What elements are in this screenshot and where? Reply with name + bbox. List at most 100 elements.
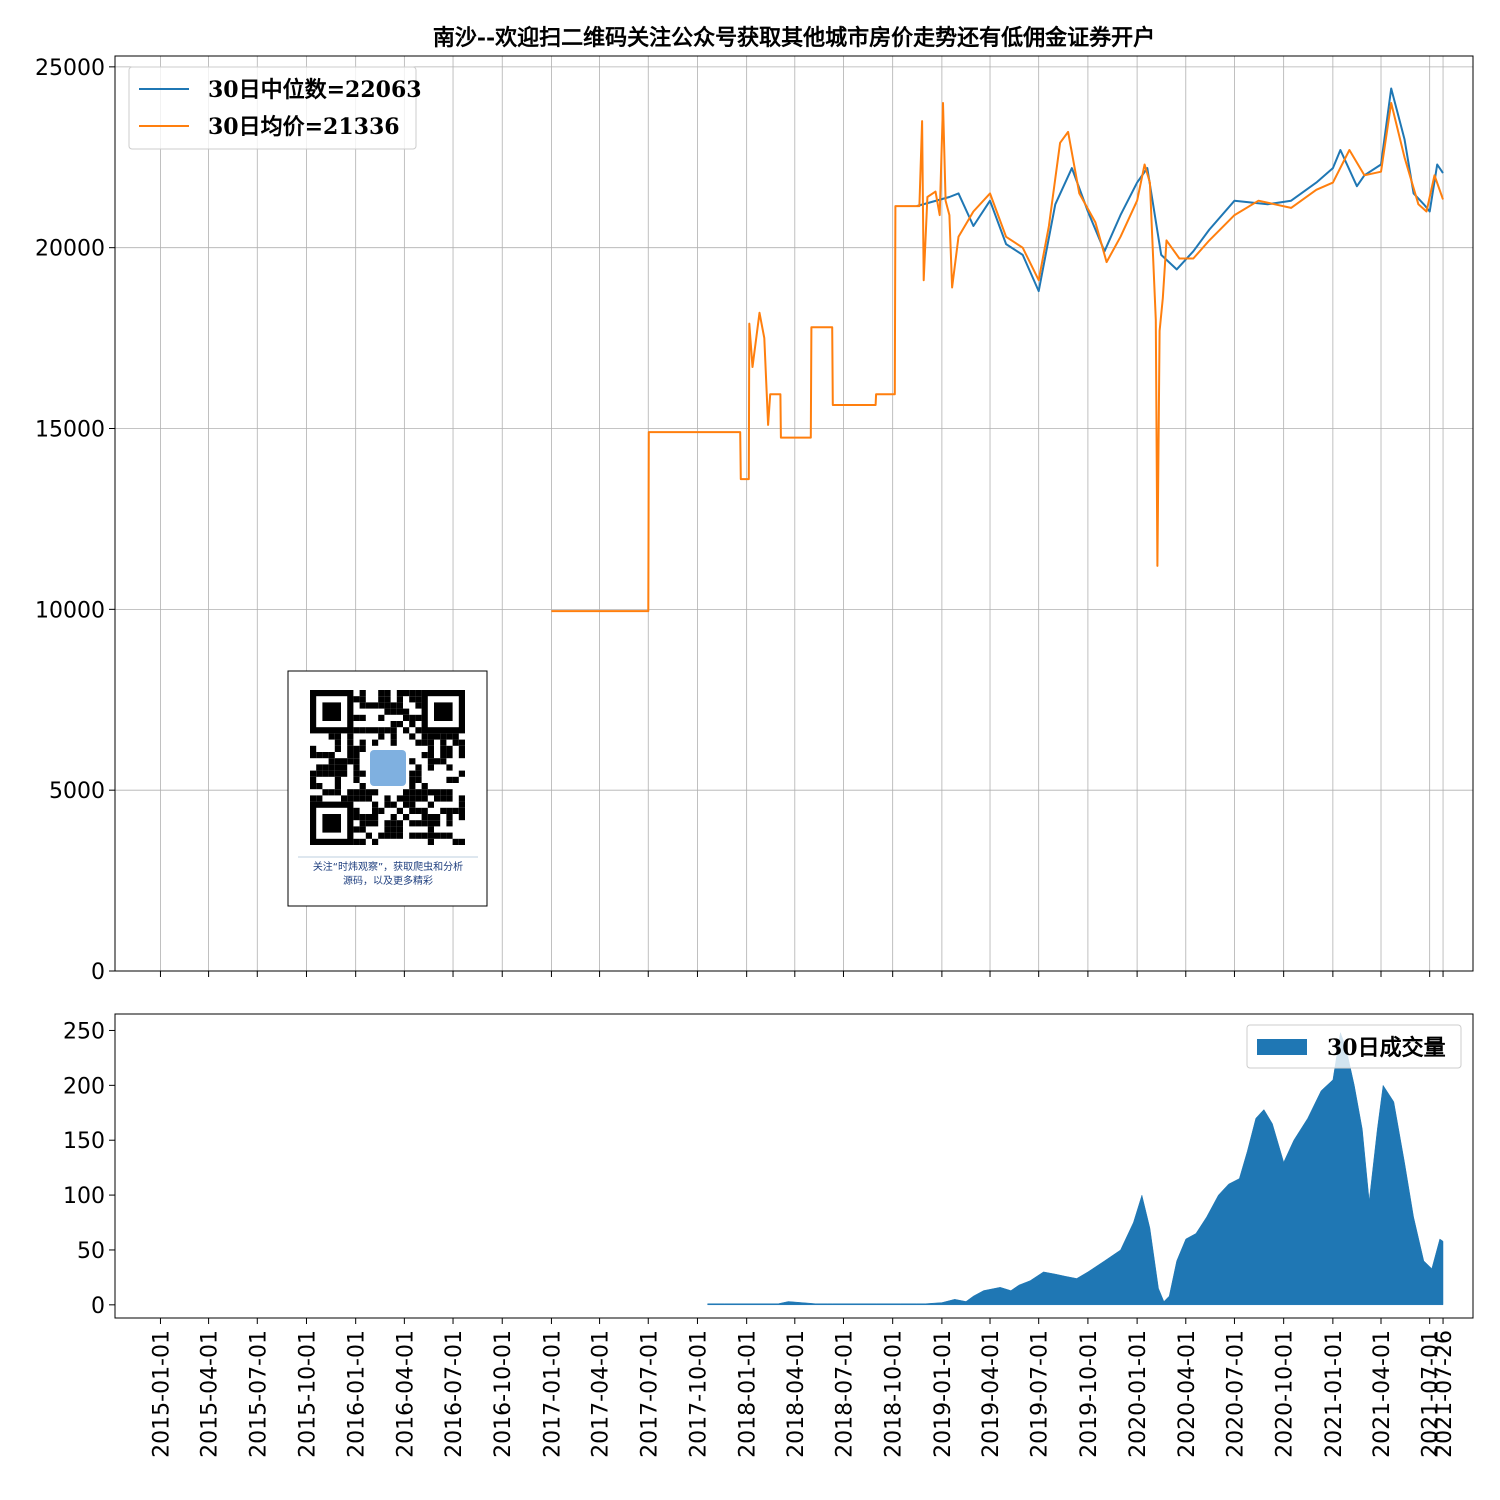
qr-module <box>365 814 372 821</box>
qr-module <box>353 714 360 721</box>
qr-module <box>328 758 335 765</box>
qr-module <box>440 795 447 802</box>
volume-x-tick-label: 2015-07-01 <box>246 1330 271 1458</box>
qr-module <box>359 826 366 833</box>
qr-module <box>415 807 422 814</box>
qr-module <box>409 714 416 721</box>
qr-module <box>365 832 372 839</box>
qr-module <box>403 795 410 802</box>
qr-module <box>372 739 379 746</box>
volume-area <box>707 1031 1444 1306</box>
qr-module <box>390 733 397 740</box>
qr-module <box>409 733 416 740</box>
qr-module <box>409 696 416 703</box>
qr-module <box>372 702 379 709</box>
price-y-tick-label: 20000 <box>35 237 105 262</box>
qr-module <box>384 795 391 802</box>
price-y-ticks: 0 5000 10000 15000 20000 25000 <box>35 56 115 985</box>
qr-module <box>415 776 422 783</box>
qr-module <box>378 832 385 839</box>
qr-module <box>409 801 416 808</box>
qr-module <box>347 733 354 740</box>
qr-module <box>328 733 335 740</box>
volume-x-tick-label: 2016-04-01 <box>393 1330 418 1458</box>
qr-module <box>390 702 397 709</box>
qr-module <box>359 783 366 790</box>
qr-module <box>396 696 403 703</box>
qr-module <box>334 739 341 746</box>
qr-module <box>421 807 428 814</box>
volume-y-tick-label: 100 <box>63 1184 105 1209</box>
qr-module <box>446 807 453 814</box>
volume-y-tick-label: 0 <box>91 1294 105 1319</box>
volume-axes-frame <box>114 1013 1474 1319</box>
qr-module <box>421 733 428 740</box>
volume-x-tick-label: 2021-07-01 <box>1419 1330 1444 1458</box>
qr-module <box>322 752 329 759</box>
volume-x-tick-label: 2020-07-01 <box>1224 1330 1249 1458</box>
qr-module <box>328 770 335 777</box>
qr-module <box>409 770 416 777</box>
qr-module <box>316 764 323 771</box>
qr-module <box>353 764 360 771</box>
qr-module <box>322 789 329 796</box>
volume-x-tick-label: 2015-04-01 <box>198 1330 223 1458</box>
volume-x-tick-label: 2015-10-01 <box>296 1330 321 1458</box>
volume-y-tick-label: 150 <box>63 1129 105 1154</box>
volume-x-tick-label: 2021-01-01 <box>1322 1330 1347 1458</box>
qr-module <box>353 745 360 752</box>
volume-x-tick-label: 2018-10-01 <box>882 1330 907 1458</box>
qr-module <box>384 826 391 833</box>
qr-module <box>316 795 323 802</box>
volume-x-ticks: 2015-01-01 2015-04-01 2015-07-01 2015-10-01… <box>150 1318 1457 1458</box>
qr-module <box>396 708 403 715</box>
qr-module <box>421 795 428 802</box>
qr-module <box>458 795 465 802</box>
volume-x-tick-label: 2021-04-01 <box>1370 1330 1395 1458</box>
qr-module <box>427 801 434 808</box>
qr-module <box>434 789 441 796</box>
qr-module <box>427 832 434 839</box>
qr-module <box>378 733 385 740</box>
qr-module <box>427 789 434 796</box>
qr-module <box>396 807 403 814</box>
qr-module <box>390 814 397 821</box>
volume-x-tick-label: 2019-01-01 <box>931 1330 956 1458</box>
qr-module <box>372 789 379 796</box>
qr-module <box>452 739 459 746</box>
qr-module <box>353 696 360 703</box>
qr-module <box>452 807 459 814</box>
legend-swatch-volume <box>1257 1039 1307 1055</box>
qr-module <box>458 770 465 777</box>
qr-module <box>353 770 360 777</box>
qr-module <box>396 795 403 802</box>
qr-module <box>372 814 379 821</box>
qr-module <box>403 801 410 808</box>
qr-module <box>390 801 397 808</box>
qr-module <box>409 832 416 839</box>
qr-finder-core <box>434 702 453 721</box>
qr-module <box>334 789 341 796</box>
qr-module <box>421 783 428 790</box>
median-price-line <box>916 87 1444 293</box>
qr-module <box>341 795 348 802</box>
legend-label-median: 30日中位数=22063 <box>208 77 422 103</box>
qr-module <box>427 739 434 746</box>
average-price-line <box>551 102 1444 613</box>
qr-module <box>415 696 422 703</box>
volume-x-tick-label: 2017-04-01 <box>589 1330 614 1458</box>
qr-module <box>334 758 341 765</box>
volume-x-tick-label: 2018-01-01 <box>736 1330 761 1458</box>
qr-module <box>359 838 366 845</box>
qr-avatar <box>370 750 406 786</box>
volume-x-tick-label: 2020-04-01 <box>1175 1330 1200 1458</box>
volume-x-tick-label: 2019-04-01 <box>979 1330 1004 1458</box>
qr-module <box>403 708 410 715</box>
qr-module <box>328 752 335 759</box>
qr-module <box>427 758 434 765</box>
qr-module <box>409 721 416 728</box>
qr-module <box>359 727 366 734</box>
qr-module <box>378 727 385 734</box>
qr-module <box>384 832 391 839</box>
